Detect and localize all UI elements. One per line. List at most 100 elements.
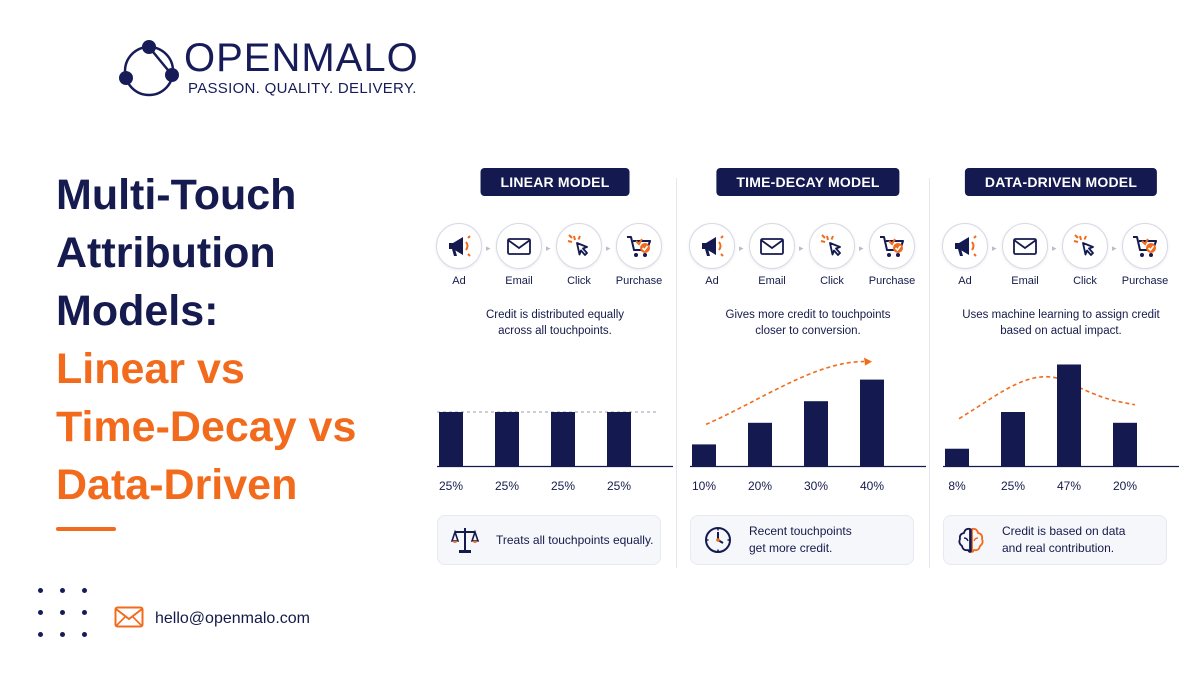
headline: Multi-Touch Attribution Models: Linear v… xyxy=(56,166,396,514)
touchpoint-circle xyxy=(1062,223,1108,269)
data-driven-model-panel: DATA-DRIVEN MODEL Ad ▸ Email ▸ Click ▸ Purchase… xyxy=(941,168,1179,568)
model-title: TIME-DECAY MODEL xyxy=(716,168,900,196)
callout-text: Recent touchpoints get more credit. xyxy=(749,516,852,564)
callout-text: Credit is based on data and real contribu… xyxy=(1002,516,1125,564)
touchpoint-circle xyxy=(749,223,795,269)
scale-icon xyxy=(450,528,480,553)
touchpoint-email: Email xyxy=(495,223,543,287)
touchpoint-label: Click xyxy=(567,275,591,287)
touchpoint-circle xyxy=(942,223,988,269)
touchpoint-circle xyxy=(1002,223,1048,269)
touchpoint-purchase: Purchase xyxy=(615,223,663,287)
panel-divider xyxy=(929,178,930,568)
callout-line: Treats all touchpoints equally. xyxy=(496,532,654,547)
brand-name: OPENMALO xyxy=(184,36,419,80)
callout-line: Credit is based on data xyxy=(1002,524,1126,538)
touchpoint-label: Click xyxy=(820,275,844,287)
callout-text: Treats all touchpoints equally. xyxy=(496,516,653,564)
data-label: 25% xyxy=(439,479,463,493)
bar-chart: 10% 20% 30% 40% xyxy=(690,357,926,493)
bar-purchase xyxy=(860,379,884,466)
cursor-click-icon xyxy=(1073,234,1094,256)
arrow-right-icon: ▸ xyxy=(606,243,611,253)
headline-line: Time-Decay vs xyxy=(56,403,357,451)
dot-grid-decoration xyxy=(38,588,94,640)
envelope-icon xyxy=(760,238,784,255)
clock-icon xyxy=(705,527,731,553)
touchpoint-circle xyxy=(556,223,602,269)
model-callout: Treats all touchpoints equally. xyxy=(437,515,661,565)
touchpoint-ad: Ad xyxy=(435,223,483,287)
brand-tagline: PASSION. QUALITY. DELIVERY. xyxy=(188,80,417,97)
headline-line: Multi-Touch xyxy=(56,171,297,219)
touchpoint-label: Email xyxy=(758,275,786,287)
arrow-right-icon: ▸ xyxy=(739,243,744,253)
bar-click xyxy=(804,401,828,466)
touchpoint-click: Click xyxy=(808,223,856,287)
touchpoint-purchase: Purchase xyxy=(1121,223,1169,287)
description-line: based on actual impact. xyxy=(1000,325,1122,337)
bar-ad xyxy=(945,448,969,466)
cursor-click-icon xyxy=(567,234,588,256)
linear-model-panel: LINEAR MODEL Ad ▸ Email ▸ Click ▸ Purchase Credi… xyxy=(435,168,673,568)
touchpoint-circle xyxy=(436,223,482,269)
callout-line: Recent touchpoints xyxy=(749,524,852,538)
arrow-right-icon: ▸ xyxy=(992,243,997,253)
touchpoint-circle xyxy=(869,223,915,269)
callout-line: and real contribution. xyxy=(1002,541,1115,555)
brand-logo: OPENMALO PASSION. QUALITY. DELIVERY. xyxy=(116,36,436,102)
touchpoint-label: Ad xyxy=(452,275,466,287)
callout-lines: Recent touchpoints get more credit. xyxy=(749,523,852,557)
touchpoint-label: Purchase xyxy=(868,275,916,287)
touchpoint-ad: Ad xyxy=(941,223,989,287)
data-label: 20% xyxy=(748,479,772,493)
callout-line: get more credit. xyxy=(749,541,833,555)
data-label: 47% xyxy=(1057,479,1081,493)
touchpoint-circle xyxy=(689,223,735,269)
bar-email xyxy=(495,412,519,466)
data-label: 25% xyxy=(607,479,631,493)
arrow-right-icon: ▸ xyxy=(486,243,491,253)
bar-chart: 8% 25% 47% 20% xyxy=(943,364,1179,493)
callout-lines: Credit is based on data and real contribu… xyxy=(1002,523,1125,557)
data-label: 30% xyxy=(804,479,828,493)
bar-click xyxy=(1057,364,1081,466)
bar-chart: 25% 25% 25% 25% xyxy=(437,411,673,493)
trend-line xyxy=(958,375,1136,420)
arrow-right-icon: ▸ xyxy=(546,243,551,253)
trend-arrowhead-icon xyxy=(864,357,872,366)
callout-lines: Treats all touchpoints equally. xyxy=(496,532,653,549)
envelope-icon xyxy=(507,238,531,255)
model-callout: Credit is based on data and real contribu… xyxy=(943,515,1167,565)
megaphone-icon xyxy=(449,235,471,257)
megaphone-icon xyxy=(955,235,977,257)
touchpoint-circle xyxy=(809,223,855,269)
bar-ad xyxy=(439,412,463,466)
model-title: DATA-DRIVEN MODEL xyxy=(964,168,1158,196)
touchpoint-label: Ad xyxy=(958,275,972,287)
model-description: Gives more credit to touchpoints closer t… xyxy=(690,307,926,339)
headline-line: Data-Driven xyxy=(56,461,298,509)
headline-line: Linear vs xyxy=(56,345,245,393)
touchpoint-row: Ad ▸ Email ▸ Click ▸ Purchase xyxy=(941,223,1179,293)
arrow-right-icon: ▸ xyxy=(799,243,804,253)
email-icon xyxy=(114,606,144,628)
touchpoint-purchase: Purchase xyxy=(868,223,916,287)
logo-mark-icon xyxy=(119,40,179,97)
model-description: Uses machine learning to assign credit ba… xyxy=(943,307,1179,339)
data-label: 20% xyxy=(1113,479,1137,493)
data-label: 25% xyxy=(1001,479,1025,493)
touchpoint-email: Email xyxy=(1001,223,1049,287)
model-callout: Recent touchpoints get more credit. xyxy=(690,515,914,565)
brain-icon xyxy=(958,527,984,553)
arrow-right-icon: ▸ xyxy=(859,243,864,253)
headline-line: Models: xyxy=(56,287,219,335)
touchpoint-circle xyxy=(1122,223,1168,269)
touchpoint-click: Click xyxy=(1061,223,1109,287)
megaphone-icon xyxy=(702,235,724,257)
touchpoint-click: Click xyxy=(555,223,603,287)
cursor-click-icon xyxy=(820,234,841,256)
cart-icon xyxy=(880,236,904,257)
contact-email[interactable]: hello@openmalo.com xyxy=(155,610,310,627)
description-line: Uses machine learning to assign credit xyxy=(962,309,1160,321)
